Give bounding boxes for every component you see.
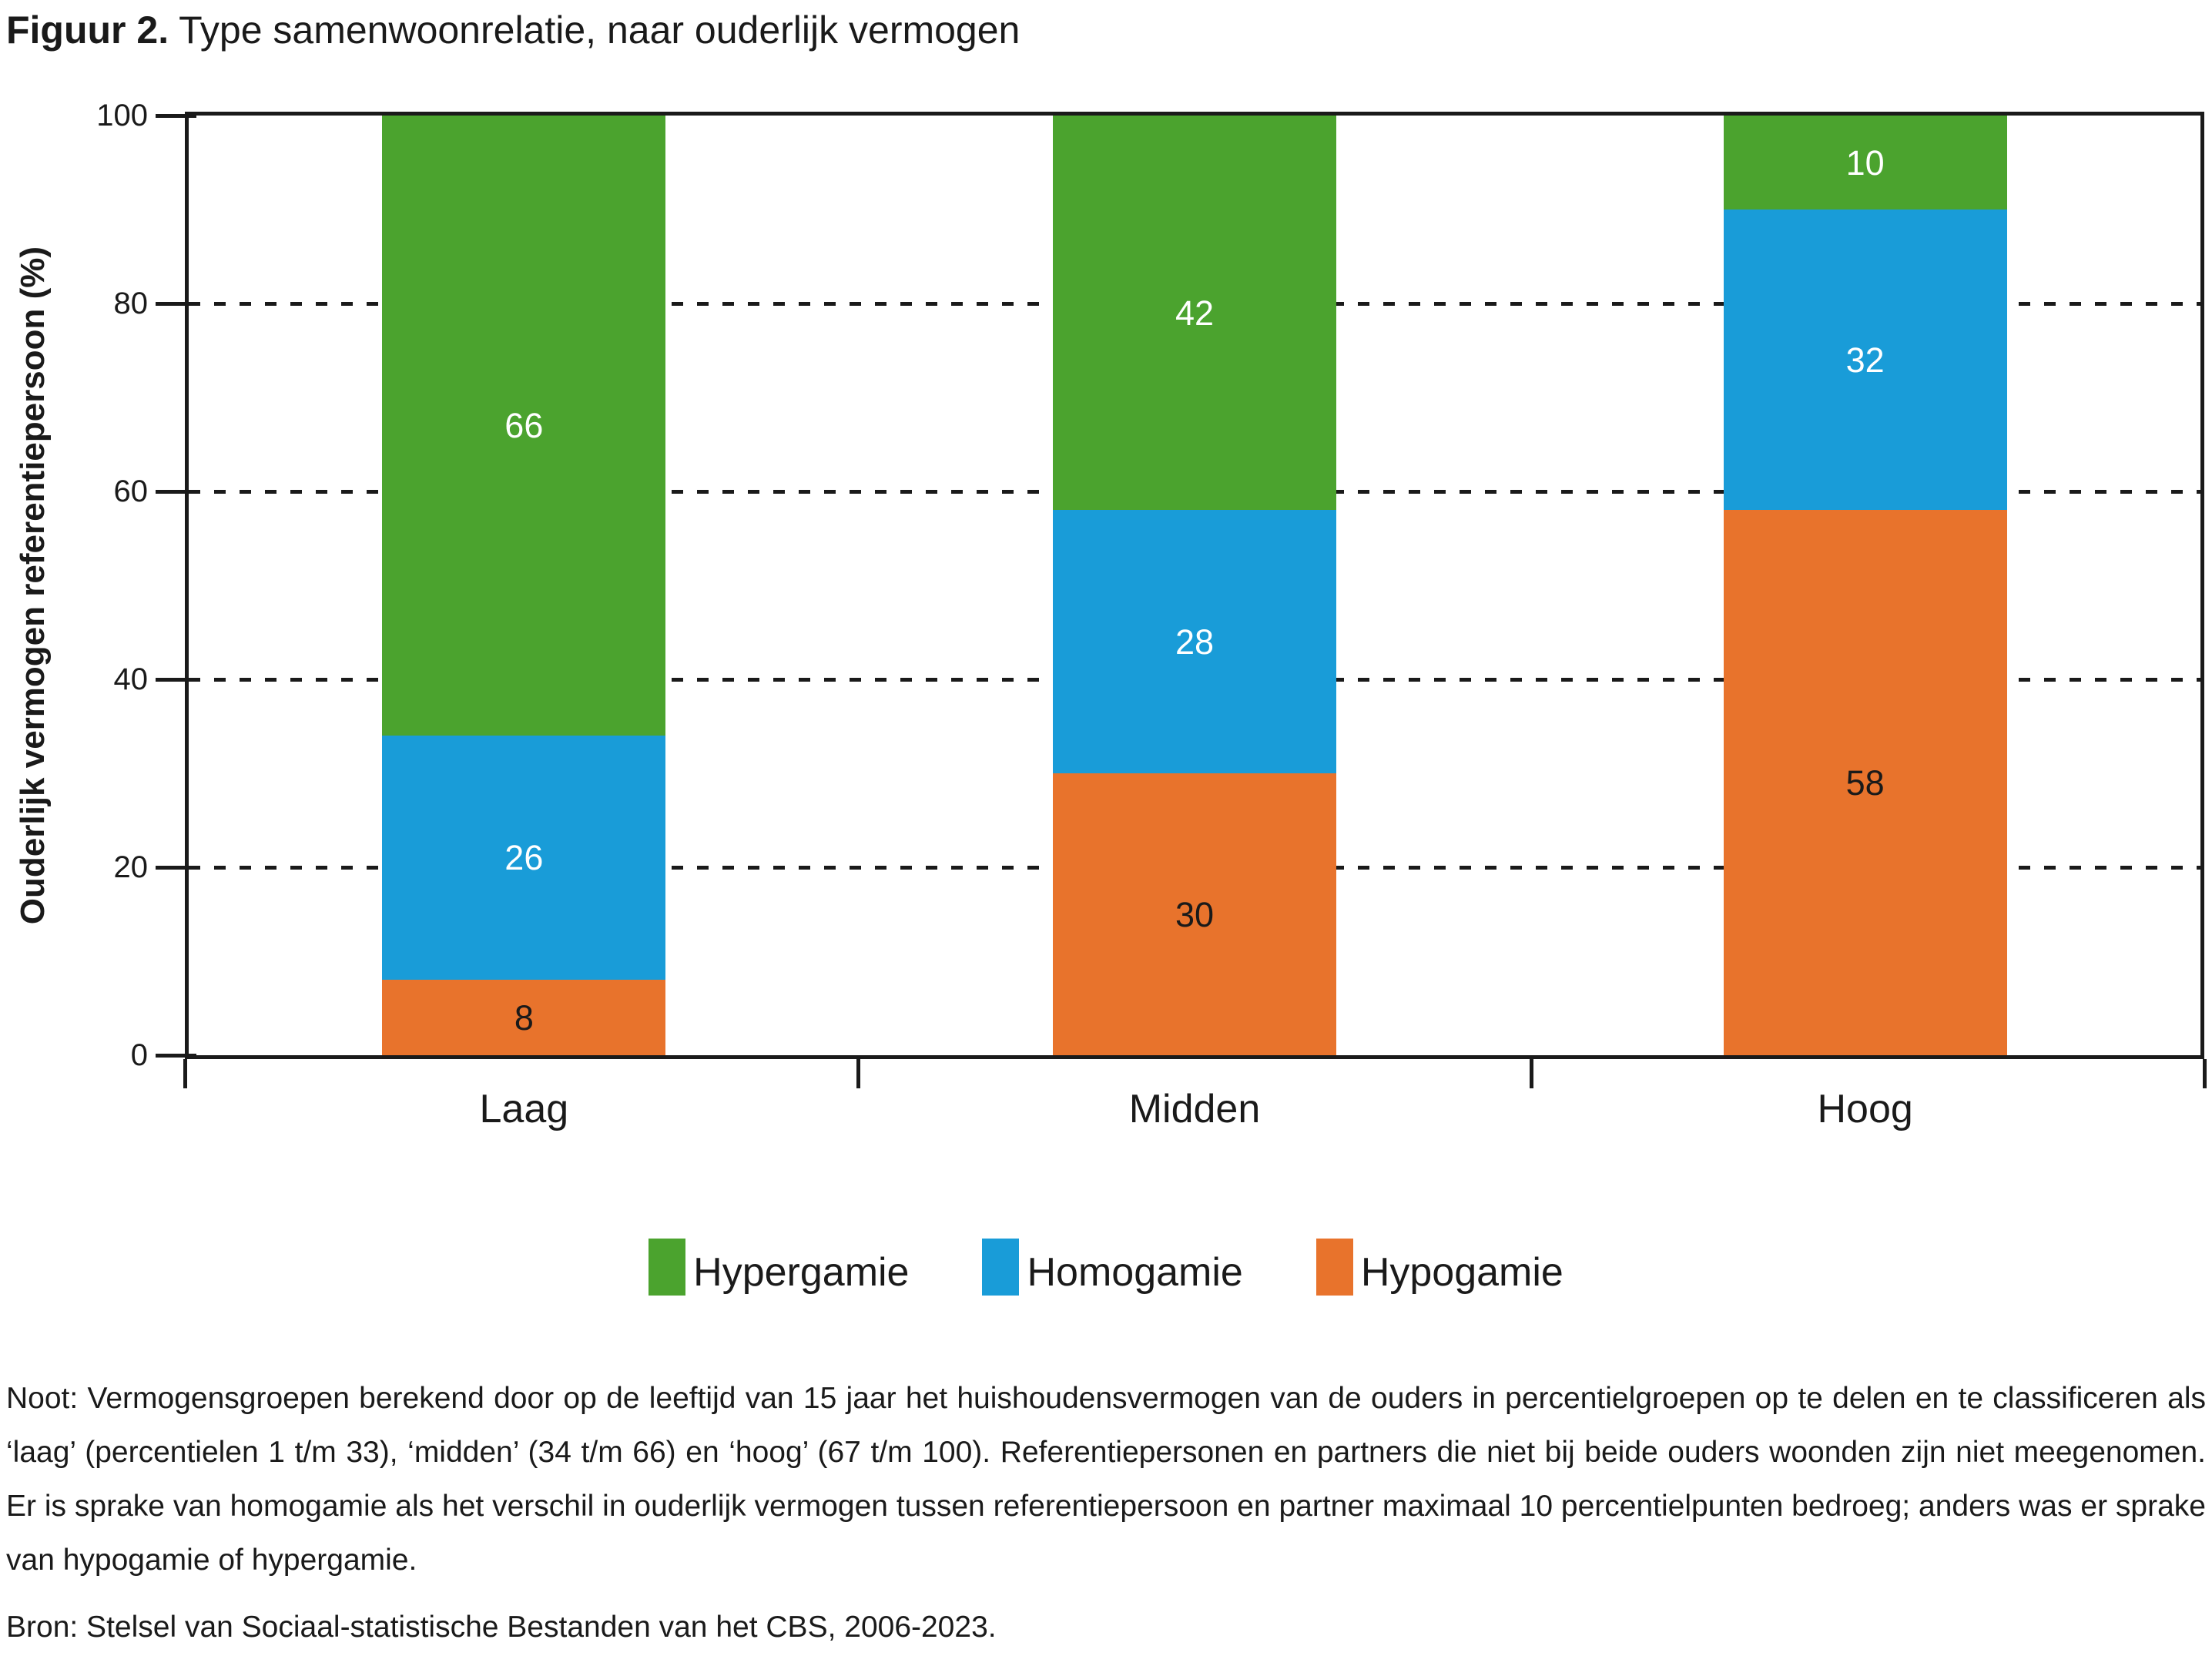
legend-label-hypergamie: Hypergamie: [693, 1250, 910, 1295]
figure-title-text: Type samenwoonrelatie, naar ouderlijk ve…: [169, 8, 1021, 52]
figure-title: Figuur 2. Type samenwoonrelatie, naar ou…: [6, 8, 1020, 52]
legend-item-homogamie: Homogamie: [982, 1239, 1243, 1296]
bar-value-label-laag-hypergamie: 66: [504, 406, 544, 446]
y-tick-label-60: 60: [113, 474, 149, 508]
y-tick-label-80: 80: [113, 287, 149, 320]
legend-item-hypogamie: Hypogamie: [1315, 1239, 1563, 1296]
legend-label-homogamie: Homogamie: [1027, 1250, 1243, 1295]
legend-swatch-hypergamie: [649, 1239, 686, 1296]
y-axis-title: Ouderlijk vermogen referentiepersoon (%): [14, 246, 52, 925]
y-tick-100: [156, 113, 196, 118]
x-tick-3: [2202, 1059, 2207, 1088]
bar-value-label-midden-homogamie: 28: [1175, 622, 1215, 662]
y-tick-60: [156, 489, 196, 494]
legend-swatch-homogamie: [982, 1239, 1020, 1296]
bar-value-label-hoog-homogamie: 32: [1845, 340, 1885, 380]
source-text: Bron: Stelsel van Sociaal-statistische B…: [6, 1611, 997, 1644]
bar-midden-segment-hypogamie: 30: [1053, 773, 1336, 1055]
x-tick-1: [856, 1059, 860, 1088]
y-tick-label-100: 100: [96, 99, 148, 132]
bar-midden-segment-hypergamie: 42: [1053, 116, 1336, 511]
x-category-label-midden: Midden: [1128, 1087, 1261, 1131]
x-category-label-hoog: Hoog: [1817, 1087, 1913, 1131]
legend-swatch-hypogamie: [1315, 1239, 1353, 1296]
bar-value-label-laag-homogamie: 26: [504, 838, 544, 878]
y-axis-title-container: Ouderlijk vermogen referentiepersoon (%): [6, 112, 60, 1059]
y-tick-20: [156, 865, 196, 870]
x-category-label-laag: Laag: [479, 1087, 569, 1131]
y-tick-label-0: 0: [130, 1038, 148, 1072]
bar-hoog-segment-homogamie: 32: [1723, 210, 2007, 511]
legend: Hypergamie Homogamie Hypogamie: [0, 1239, 2212, 1296]
x-tick-2: [1529, 1059, 1533, 1088]
legend-label-hypogamie: Hypogamie: [1360, 1250, 1563, 1295]
x-tick-0: [183, 1059, 187, 1088]
bar-laag-segment-hypergamie: 66: [382, 116, 666, 736]
bar-hoog-segment-hypergamie: 10: [1723, 116, 2007, 210]
y-tick-label-20: 20: [113, 850, 149, 884]
bar-value-label-hoog-hypogamie: 58: [1845, 763, 1885, 803]
bar-value-label-laag-hypogamie: 8: [514, 997, 534, 1038]
bar-midden-segment-homogamie: 28: [1053, 510, 1336, 773]
y-tick-40: [156, 677, 196, 682]
y-tick-label-40: 40: [113, 662, 149, 696]
bar-hoog-segment-hypogamie: 58: [1723, 510, 2007, 1055]
legend-item-hypergamie: Hypergamie: [649, 1239, 909, 1296]
bar-value-label-hoog-hypergamie: 10: [1845, 142, 1885, 183]
y-tick-0: [156, 1053, 196, 1058]
bar-value-label-midden-hypogamie: 30: [1175, 894, 1215, 934]
plot-area: 8 26 66 30 28 42 58 32 10: [185, 112, 2204, 1059]
bar-value-label-midden-hypergamie: 42: [1175, 293, 1215, 333]
bar-laag-segment-hypogamie: 8: [382, 980, 666, 1055]
figure-number: Figuur 2.: [6, 8, 169, 52]
y-tick-80: [156, 301, 196, 306]
note-text: Noot: Vermogensgroepen berekend door op …: [6, 1382, 2206, 1577]
bar-laag-segment-homogamie: 26: [382, 736, 666, 981]
